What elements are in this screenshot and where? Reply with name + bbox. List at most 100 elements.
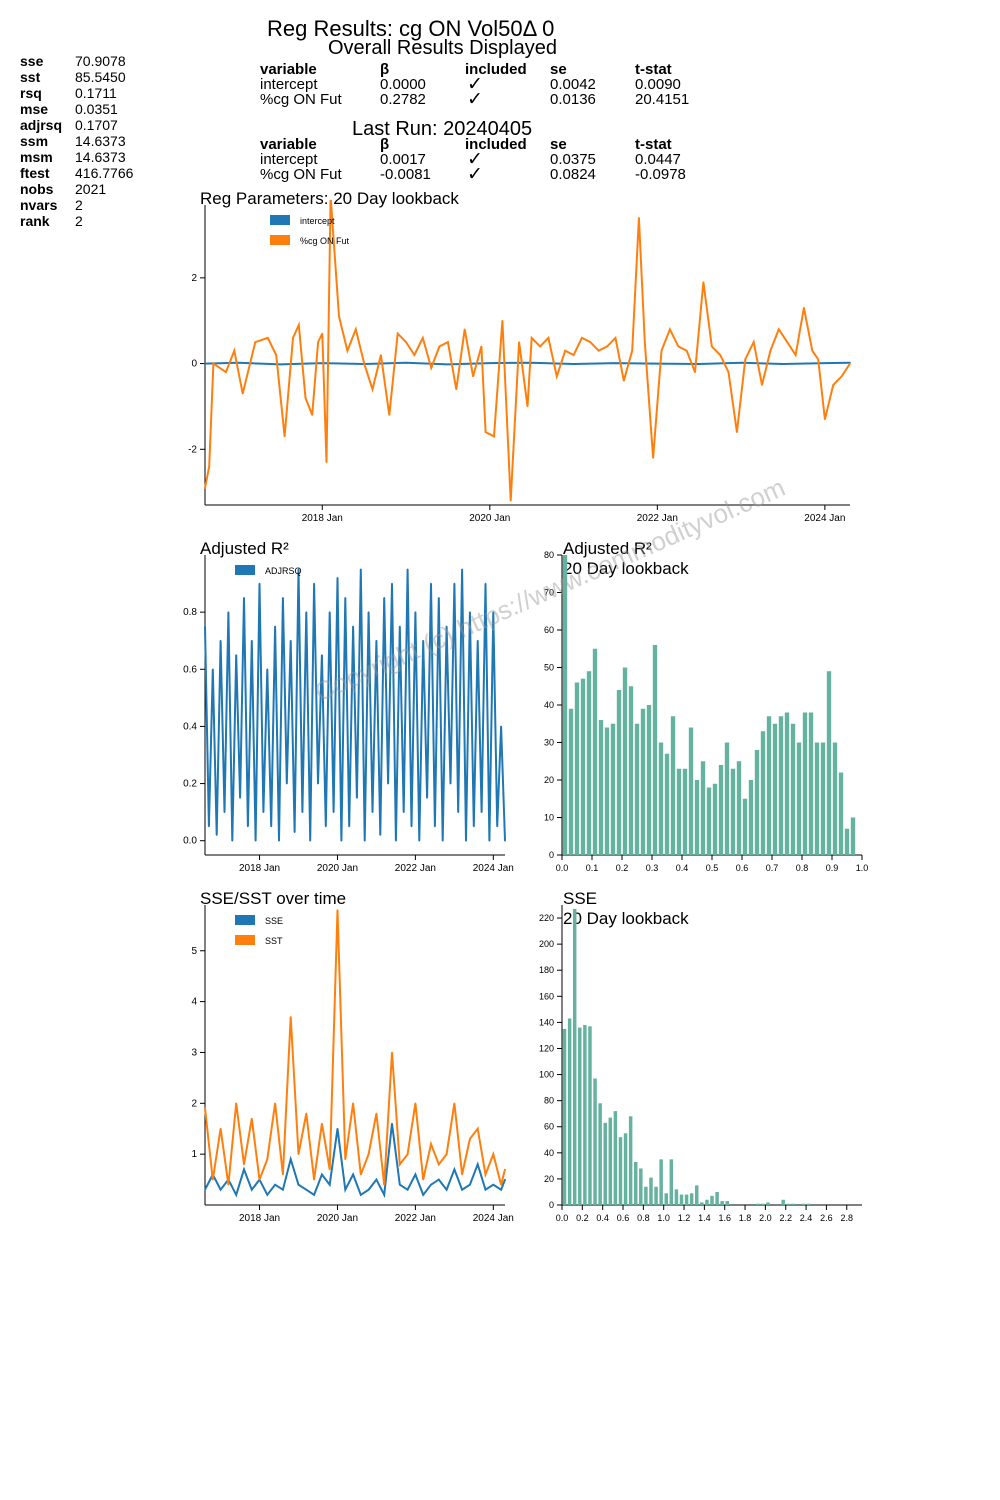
- data-point: [282, 1188, 284, 1191]
- data-point: [476, 639, 479, 642]
- series-line-sst: [204, 910, 506, 1185]
- histogram-bar: [613, 1111, 618, 1205]
- y-tick-label: 60: [544, 1122, 554, 1132]
- stat-value: 2021: [75, 181, 107, 197]
- stat-row-ssm: ssm 14.6373: [20, 133, 133, 149]
- data-point: [266, 1158, 269, 1161]
- data-point: [422, 1178, 424, 1181]
- histogram-bar: [654, 1186, 658, 1205]
- column-header: included: [465, 61, 527, 78]
- legend-label: intercept: [300, 216, 335, 226]
- histogram-bar: [588, 1026, 592, 1205]
- data-point: [484, 1188, 487, 1191]
- y-tick-label: 4: [191, 997, 197, 1008]
- data-point: [346, 349, 349, 352]
- adjrsq-hist-title: Adjusted R²: [563, 539, 652, 558]
- data-point: [493, 435, 495, 438]
- data-point: [317, 782, 319, 785]
- data-point: [352, 1102, 354, 1105]
- data-point: [480, 811, 483, 813]
- data-point: [824, 362, 826, 364]
- data-point: [414, 611, 417, 613]
- data-point: [231, 839, 234, 842]
- histogram-bar: [652, 645, 658, 855]
- data-point: [270, 825, 273, 828]
- stat-key: msm: [20, 149, 53, 165]
- y-tick-label: 3: [191, 1047, 197, 1058]
- data-point: [227, 1183, 230, 1186]
- data-point: [422, 1194, 424, 1196]
- y-tick-label: 30: [544, 738, 554, 748]
- y-tick-label: 180: [539, 965, 554, 975]
- data-point: [321, 1173, 323, 1176]
- histogram-bar: [695, 1185, 699, 1205]
- y-tick-label: 5: [191, 946, 197, 957]
- histogram-bar: [806, 1203, 811, 1205]
- y-tick-label: 0: [191, 359, 197, 370]
- data-point: [727, 371, 730, 373]
- data-point: [367, 1188, 370, 1191]
- x-tick-label: 0.3: [646, 863, 659, 873]
- x-tick-label: 0.2: [616, 863, 629, 873]
- data-point: [441, 839, 444, 842]
- data-point: [225, 371, 227, 373]
- histogram-bar: [832, 742, 838, 855]
- histogram-bar: [592, 648, 598, 855]
- histogram-bar: [761, 1203, 765, 1205]
- x-tick-label: 0.4: [596, 1213, 609, 1223]
- stat-key: ssm: [20, 133, 49, 149]
- histogram-bar: [790, 723, 796, 855]
- data-point: [469, 1138, 471, 1140]
- histogram-bar: [736, 761, 742, 855]
- histogram-bar: [778, 716, 784, 855]
- legend-swatch: [270, 215, 290, 225]
- data-point: [399, 1163, 401, 1166]
- data-point: [208, 465, 210, 468]
- histogram-bar: [844, 828, 850, 855]
- data-point: [399, 1183, 401, 1186]
- data-point: [243, 597, 245, 599]
- histogram-bar: [756, 1203, 760, 1205]
- legend-swatch: [235, 935, 255, 945]
- series-line-sse: [204, 1123, 506, 1199]
- data-point: [375, 639, 378, 642]
- adjrsq-line-chart: 0.0 0.2 0.4 0.6 0.8 2018 Jan 2020 Jan 2022 Jan 2…: [183, 555, 514, 874]
- data-point: [782, 363, 784, 365]
- data-point: [204, 362, 206, 365]
- y-tick-label: 80: [544, 550, 554, 560]
- histogram-bar: [781, 1199, 785, 1205]
- data-point: [297, 568, 300, 571]
- histogram-bar: [700, 1202, 704, 1205]
- histogram-bar: [720, 1201, 724, 1205]
- data-point: [313, 1194, 315, 1196]
- y-tick-label: 40: [544, 700, 554, 710]
- y-tick-label: 70: [544, 588, 554, 598]
- data-point: [250, 1188, 253, 1191]
- stat-row-ftest: ftest 416.7766: [20, 165, 133, 181]
- data-point: [656, 362, 659, 365]
- data-point: [344, 597, 347, 599]
- data-point: [352, 625, 354, 628]
- data-point: [476, 1163, 479, 1166]
- data-point: [360, 1194, 362, 1196]
- data-point: [840, 375, 843, 378]
- histogram-bar: [766, 1202, 770, 1205]
- x-tick-label: 0.9: [826, 863, 839, 873]
- data-point: [786, 341, 788, 343]
- data-point: [262, 811, 265, 813]
- x-tick-label: 2.0: [759, 1213, 772, 1223]
- y-tick-label: 140: [539, 1017, 554, 1027]
- histogram-bar: [669, 1159, 674, 1205]
- data-point: [360, 1173, 362, 1176]
- x-tick-label: 0.6: [617, 1213, 630, 1223]
- x-tick-label: 2024 Jan: [473, 863, 514, 874]
- histogram-bar: [760, 731, 766, 855]
- data-point: [492, 1183, 495, 1186]
- data-point: [449, 782, 452, 785]
- y-tick-label: 2: [191, 1098, 197, 1109]
- data-point: [304, 397, 307, 399]
- histogram-bar: [850, 817, 856, 855]
- data-point: [254, 341, 257, 343]
- table-cell: 0.0000: [380, 76, 426, 93]
- data-point: [388, 414, 391, 416]
